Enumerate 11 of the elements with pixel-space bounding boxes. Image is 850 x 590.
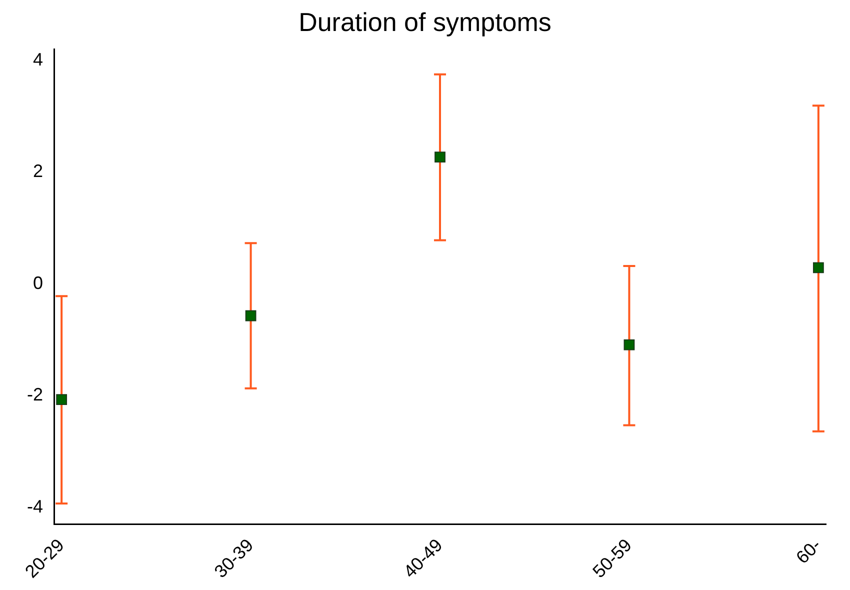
point (624, 339, 635, 350)
y-tick-label: 2 (32, 161, 44, 182)
y-tick-label: -4 (26, 496, 44, 516)
y-tick-label: -2 (26, 384, 44, 405)
y-tick-label: 0 (32, 272, 44, 293)
point (434, 152, 446, 162)
point (812, 262, 824, 274)
y-tick-label: 4 (32, 49, 44, 70)
chart-title: Duration of symptoms (298, 6, 552, 37)
point (245, 310, 256, 322)
x-tick-label: 60- (792, 535, 825, 568)
